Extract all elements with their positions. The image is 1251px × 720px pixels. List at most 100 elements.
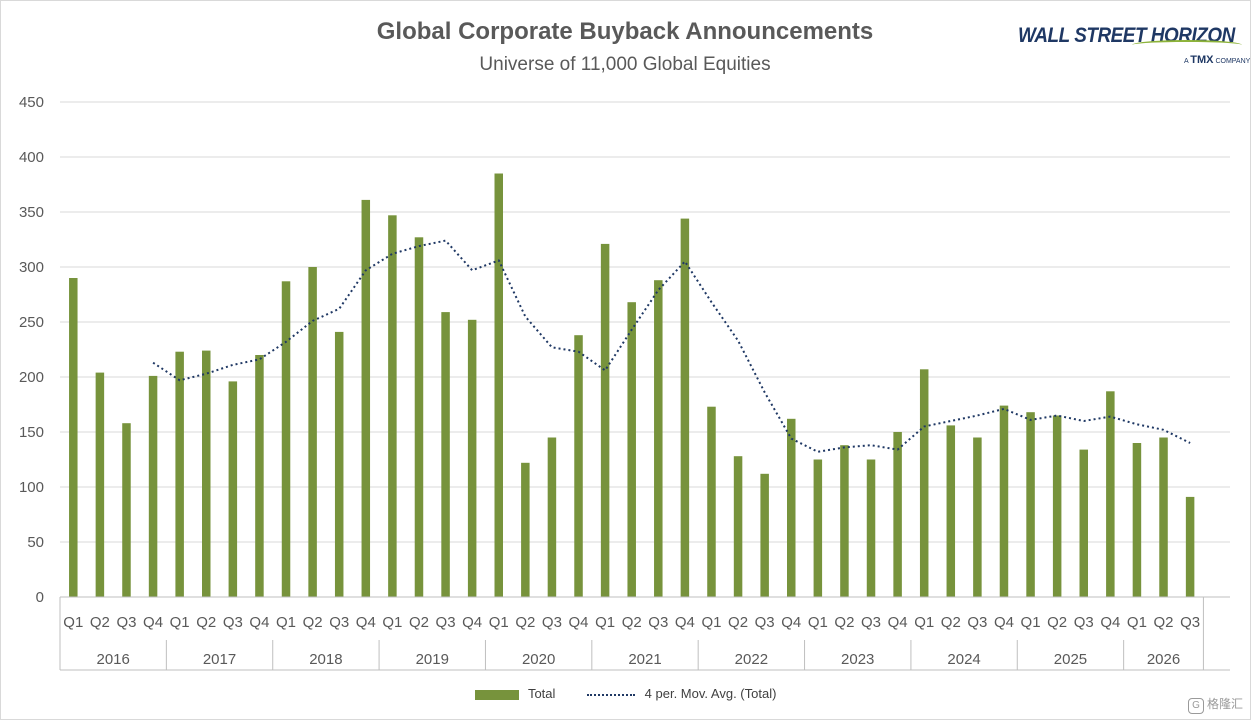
logo-tagline-brand: TMX xyxy=(1190,54,1214,66)
x-tick-label-year: 2025 xyxy=(1054,651,1087,668)
x-tick-label-year: 2017 xyxy=(203,651,236,668)
bar-total xyxy=(255,355,264,597)
x-tick-label-quarter: Q1 xyxy=(701,614,721,631)
y-tick-label: 0 xyxy=(36,589,44,606)
x-tick-label-quarter: Q3 xyxy=(1180,614,1200,631)
wall-street-horizon-logo: WALL STREET HORIZON A TMX COMPANY xyxy=(1012,24,1250,74)
x-tick-label-quarter: Q3 xyxy=(861,614,881,631)
x-tick-label-quarter: Q4 xyxy=(462,614,482,631)
x-tick-label-year: 2026 xyxy=(1147,651,1180,668)
bar-total xyxy=(95,372,105,597)
logo-tagline: A TMX COMPANY xyxy=(1184,54,1250,66)
bar-total xyxy=(202,350,211,597)
bar-total xyxy=(787,418,796,597)
y-tick-label: 450 xyxy=(19,94,44,111)
y-tick-label: 300 xyxy=(19,259,44,276)
bar-total xyxy=(361,199,371,597)
y-tick-label: 200 xyxy=(19,369,44,386)
x-tick-label-quarter: Q2 xyxy=(303,614,323,631)
x-axis: Q1 Q2 Q3 Q4 2016 Q1 Q2 Q3 Q4 2017 Q1 Q2 Q3 Q4 2018 Q1 Q2… xyxy=(59,596,1230,671)
x-tick-label-quarter: Q1 xyxy=(489,614,509,631)
watermark: G 格隆汇 xyxy=(1187,695,1243,714)
bar-total xyxy=(973,437,982,597)
x-tick-label-quarter: Q3 xyxy=(436,614,456,631)
x-tick-label-quarter: Q4 xyxy=(569,614,589,631)
x-tick-label-year: 2022 xyxy=(735,651,768,668)
bar-total xyxy=(946,425,956,597)
bar-total xyxy=(1185,496,1195,597)
x-tick-label-quarter: Q3 xyxy=(967,614,987,631)
x-tick-label-quarter: Q3 xyxy=(542,614,562,631)
y-tick-label: 250 xyxy=(19,314,44,331)
chart-legend: Total 4 per. Mov. Avg. (Total) xyxy=(0,685,1251,701)
x-tick-label-quarter: Q1 xyxy=(1127,614,1147,631)
x-tick-label-quarter: Q4 xyxy=(675,614,695,631)
x-tick-label-quarter: Q2 xyxy=(515,614,535,631)
x-tick-label-quarter: Q4 xyxy=(249,614,269,631)
legend-item-moving-average: 4 per. Mov. Avg. (Total) xyxy=(587,686,776,701)
y-tick-label: 50 xyxy=(27,534,44,551)
bar-total xyxy=(175,351,184,597)
y-tick-label: 100 xyxy=(19,479,44,496)
logo-tagline-suffix: COMPANY xyxy=(1215,58,1251,65)
x-tick-label-quarter: Q2 xyxy=(834,614,854,631)
x-tick-label-quarter: Q2 xyxy=(1047,614,1067,631)
bar-total xyxy=(680,218,690,597)
legend-swatch-line xyxy=(587,693,636,696)
bars-total xyxy=(69,173,1195,598)
bar-total xyxy=(600,243,610,597)
moving-average-line xyxy=(152,239,1191,453)
bar-total xyxy=(148,375,158,597)
legend-item-total: Total xyxy=(474,686,555,701)
x-tick-label-year: 2019 xyxy=(416,651,449,668)
bar-total xyxy=(494,173,503,597)
bar-total xyxy=(1106,391,1115,597)
x-tick-label-quarter: Q2 xyxy=(90,614,110,631)
bar-total xyxy=(760,473,769,597)
y-tick-label: 150 xyxy=(19,424,44,441)
x-tick-label-quarter: Q2 xyxy=(622,614,642,631)
bar-total xyxy=(733,456,743,597)
x-tick-label-quarter: Q1 xyxy=(1021,614,1041,631)
x-tick-label-quarter: Q3 xyxy=(223,614,243,631)
x-tick-label-quarter: Q4 xyxy=(888,614,908,631)
bar-total xyxy=(441,312,450,597)
watermark-text: 格隆汇 xyxy=(1206,697,1243,711)
bar-total xyxy=(547,437,557,597)
chart-title: Global Corporate Buyback Announcements xyxy=(376,18,874,45)
bar-total xyxy=(574,335,583,597)
bar-total xyxy=(999,405,1009,597)
bar-total xyxy=(627,302,636,597)
x-tick-label-quarter: Q2 xyxy=(1154,614,1174,631)
x-tick-label-quarter: Q3 xyxy=(116,614,136,631)
bar-total xyxy=(1159,437,1168,597)
x-tick-label-quarter: Q1 xyxy=(914,614,934,631)
bar-total xyxy=(813,459,823,597)
chart-subtitle: Universe of 11,000 Global Equities xyxy=(479,54,771,75)
bar-total xyxy=(1132,443,1142,597)
bar-total xyxy=(893,432,902,597)
x-tick-label-quarter: Q1 xyxy=(808,614,828,631)
legend-label-moving-average: 4 per. Mov. Avg. (Total) xyxy=(644,686,777,702)
bar-total xyxy=(521,462,530,597)
x-tick-label-quarter: Q3 xyxy=(755,614,775,631)
x-tick-label-quarter: Q4 xyxy=(143,614,163,631)
x-tick-label-quarter: Q2 xyxy=(196,614,216,631)
y-tick-label: 400 xyxy=(19,149,44,166)
bar-total xyxy=(334,331,344,597)
x-tick-label-year: 2021 xyxy=(628,651,661,668)
x-tick-label-quarter: Q1 xyxy=(595,614,615,631)
bar-total xyxy=(1079,449,1088,597)
x-tick-label-quarter: Q4 xyxy=(1100,614,1120,631)
bar-total xyxy=(467,319,477,597)
legend-swatch-bar xyxy=(474,689,519,700)
bar-total xyxy=(919,369,929,597)
bar-total xyxy=(840,445,849,597)
x-tick-label-year: 2023 xyxy=(841,651,874,668)
x-tick-label-quarter: Q3 xyxy=(1074,614,1094,631)
x-tick-label-quarter: Q1 xyxy=(170,614,190,631)
x-tick-label-quarter: Q2 xyxy=(941,614,961,631)
x-tick-label-year: 2024 xyxy=(947,651,980,668)
bar-total xyxy=(1026,412,1035,597)
